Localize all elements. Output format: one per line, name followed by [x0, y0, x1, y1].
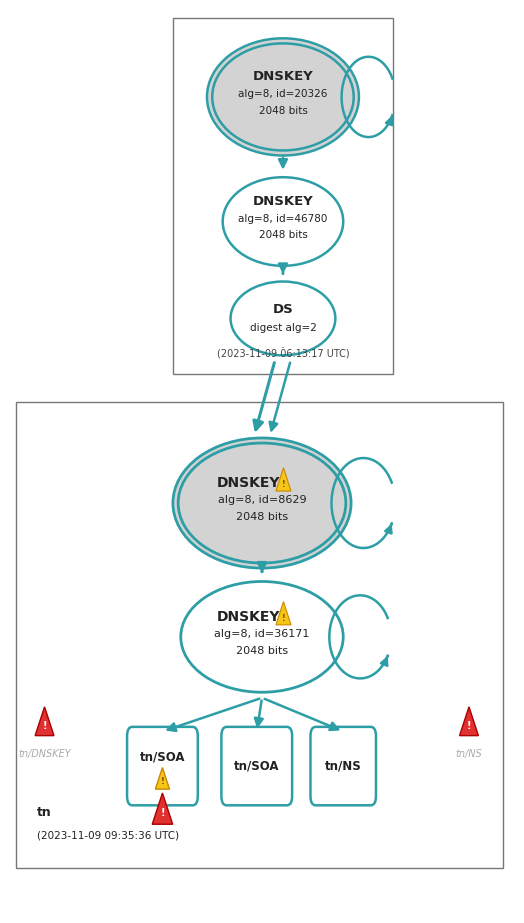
- Text: !: !: [160, 777, 165, 786]
- Text: !: !: [282, 614, 285, 623]
- Polygon shape: [460, 707, 478, 736]
- Text: (2023-11-09 06:13:17 UTC): (2023-11-09 06:13:17 UTC): [216, 349, 350, 358]
- Text: !: !: [160, 809, 165, 819]
- Text: DNSKEY: DNSKEY: [253, 195, 313, 208]
- Text: tn/NS: tn/NS: [325, 760, 362, 773]
- Text: 2048 bits: 2048 bits: [236, 646, 288, 655]
- FancyBboxPatch shape: [173, 18, 393, 374]
- Polygon shape: [276, 468, 291, 491]
- Ellipse shape: [173, 438, 351, 568]
- FancyBboxPatch shape: [310, 727, 376, 805]
- Ellipse shape: [223, 177, 343, 266]
- Polygon shape: [35, 707, 54, 736]
- FancyBboxPatch shape: [127, 727, 198, 805]
- FancyBboxPatch shape: [221, 727, 292, 805]
- Ellipse shape: [212, 43, 354, 150]
- Text: !: !: [467, 721, 471, 731]
- Text: 2048 bits: 2048 bits: [236, 512, 288, 521]
- Text: tn/SOA: tn/SOA: [140, 750, 185, 763]
- Text: digest alg=2: digest alg=2: [249, 323, 316, 332]
- FancyBboxPatch shape: [16, 402, 503, 868]
- Ellipse shape: [181, 581, 343, 692]
- Text: DNSKEY: DNSKEY: [217, 475, 281, 490]
- Polygon shape: [152, 793, 173, 824]
- Polygon shape: [155, 768, 170, 789]
- Text: .: .: [281, 338, 285, 351]
- Ellipse shape: [207, 38, 359, 155]
- Text: alg=8, id=46780: alg=8, id=46780: [238, 214, 328, 223]
- Text: tn/DNSKEY: tn/DNSKEY: [18, 749, 71, 759]
- Text: !: !: [282, 480, 285, 489]
- Ellipse shape: [231, 282, 335, 355]
- Text: DNSKEY: DNSKEY: [217, 609, 281, 624]
- Text: DNSKEY: DNSKEY: [253, 70, 313, 83]
- Text: alg=8, id=20326: alg=8, id=20326: [238, 90, 328, 99]
- Text: tn: tn: [37, 806, 51, 819]
- Text: tn/SOA: tn/SOA: [234, 760, 279, 773]
- Text: DS: DS: [272, 303, 293, 316]
- Text: 2048 bits: 2048 bits: [258, 231, 308, 240]
- Text: alg=8, id=36171: alg=8, id=36171: [214, 629, 310, 639]
- Ellipse shape: [178, 443, 346, 563]
- Text: alg=8, id=8629: alg=8, id=8629: [217, 496, 307, 505]
- Text: !: !: [42, 721, 47, 731]
- Text: 2048 bits: 2048 bits: [258, 106, 308, 115]
- Polygon shape: [276, 602, 291, 625]
- Text: tn/NS: tn/NS: [455, 749, 483, 759]
- Text: (2023-11-09 09:35:36 UTC): (2023-11-09 09:35:36 UTC): [37, 831, 179, 840]
